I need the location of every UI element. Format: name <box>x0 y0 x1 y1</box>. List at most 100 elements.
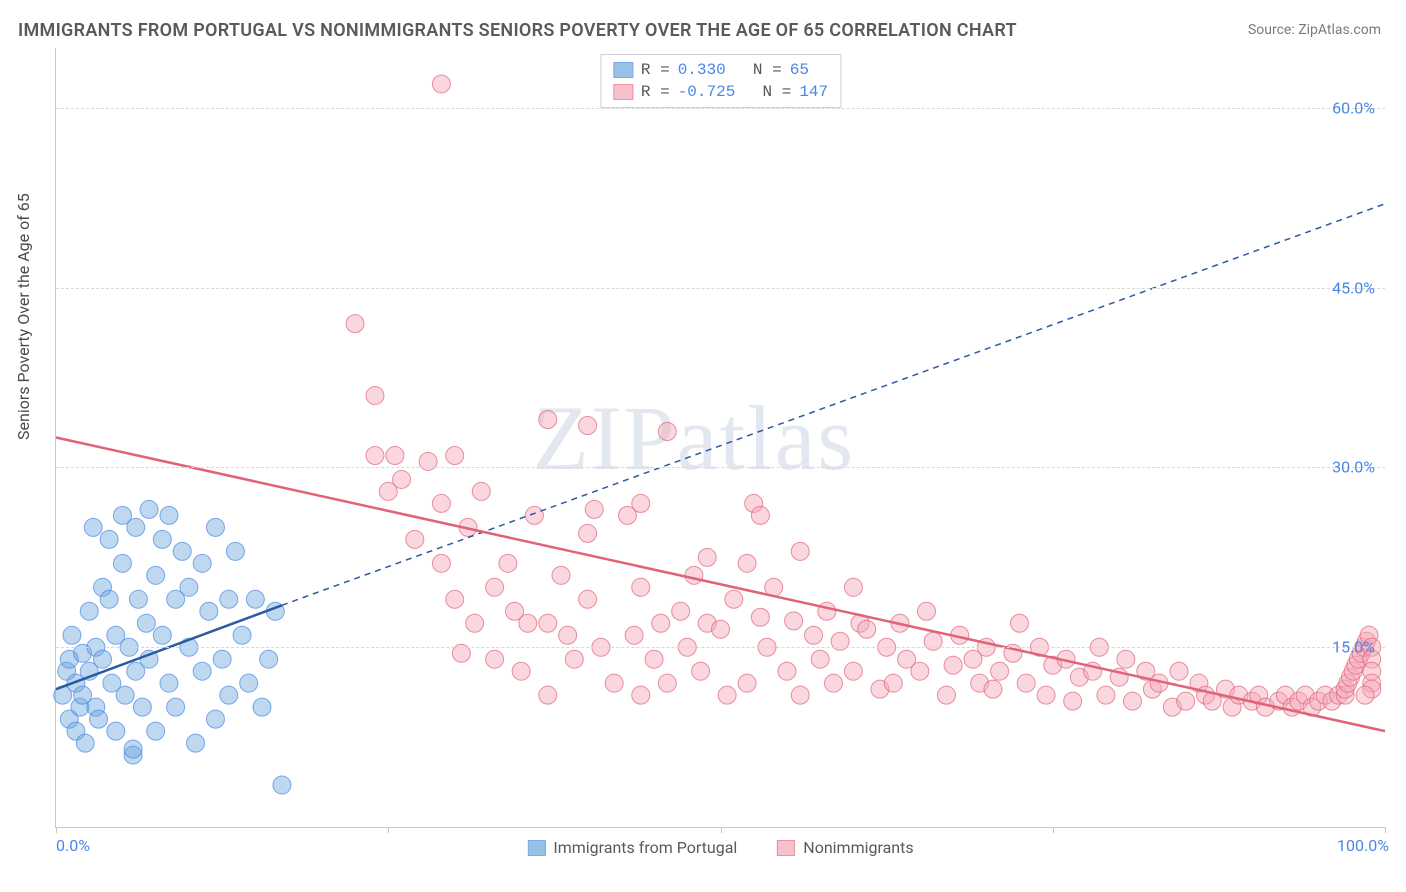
scatter-point <box>90 710 108 728</box>
scatter-point <box>944 656 962 674</box>
scatter-point <box>386 446 404 464</box>
scatter-point <box>432 554 450 572</box>
scatter-point <box>116 686 134 704</box>
scatter-point <box>472 482 490 500</box>
scatter-point <box>751 506 769 524</box>
scatter-point <box>645 650 663 668</box>
scatter-point <box>818 602 836 620</box>
scatter-point <box>137 614 155 632</box>
scatter-point <box>173 542 191 560</box>
scatter-point <box>100 590 118 608</box>
scatter-point <box>844 578 862 596</box>
scatter-point <box>193 554 211 572</box>
scatter-point <box>791 542 809 560</box>
correlation-legend: R = 0.330 N = 65 R = -0.725 N = 147 <box>600 54 841 108</box>
scatter-point <box>519 614 537 632</box>
scatter-point <box>658 674 676 692</box>
scatter-point <box>76 734 94 752</box>
x-tick-mark <box>388 827 389 833</box>
scatter-point <box>658 423 676 441</box>
scatter-point <box>579 524 597 542</box>
scatter-point <box>220 686 238 704</box>
legend-swatch-nonimmigrants <box>613 84 633 100</box>
scatter-point <box>991 662 1009 680</box>
x-tick-mark <box>56 827 57 833</box>
scatter-point <box>63 626 81 644</box>
scatter-point <box>193 662 211 680</box>
scatter-point <box>160 506 178 524</box>
scatter-point <box>785 612 803 630</box>
scatter-point <box>512 662 530 680</box>
legend-label-portugal: Immigrants from Portugal <box>553 838 737 857</box>
scatter-point <box>1097 686 1115 704</box>
scatter-point <box>160 674 178 692</box>
legend-r-value-nonimmigrants: -0.725 <box>678 81 736 103</box>
scatter-point <box>187 734 205 752</box>
scatter-point <box>486 578 504 596</box>
scatter-point <box>253 698 271 716</box>
scatter-point <box>539 411 557 429</box>
scatter-plot-svg <box>56 48 1385 827</box>
scatter-point <box>84 518 102 536</box>
scatter-point <box>605 674 623 692</box>
scatter-point <box>565 650 583 668</box>
scatter-point <box>1017 674 1035 692</box>
scatter-point <box>632 494 650 512</box>
scatter-point <box>1064 692 1082 710</box>
scatter-point <box>778 662 796 680</box>
scatter-point <box>844 662 862 680</box>
scatter-point <box>579 590 597 608</box>
legend-swatch-portugal-icon <box>527 840 545 856</box>
gridline <box>56 108 1385 109</box>
series-legend: Immigrants from Portugal Nonimmigrants <box>527 838 913 857</box>
scatter-point <box>652 614 670 632</box>
x-tick-label: 0.0% <box>56 836 90 855</box>
legend-row-portugal: R = 0.330 N = 65 <box>613 59 828 81</box>
scatter-point <box>346 315 364 333</box>
scatter-point <box>1123 692 1141 710</box>
scatter-point <box>698 548 716 566</box>
scatter-point <box>220 590 238 608</box>
legend-n-label: N = <box>743 81 791 103</box>
scatter-point <box>712 620 730 638</box>
scatter-point <box>911 662 929 680</box>
legend-n-label: N = <box>734 59 782 81</box>
scatter-point <box>206 710 224 728</box>
scatter-point <box>525 506 543 524</box>
scatter-point <box>432 494 450 512</box>
gridline <box>56 647 1385 648</box>
scatter-point <box>499 554 517 572</box>
chart-title: IMMIGRANTS FROM PORTUGAL VS NONIMMIGRANT… <box>18 20 1017 41</box>
scatter-point <box>100 530 118 548</box>
scatter-point <box>937 686 955 704</box>
scatter-point <box>246 590 264 608</box>
scatter-point <box>133 698 151 716</box>
scatter-point <box>446 590 464 608</box>
scatter-point <box>685 566 703 584</box>
scatter-point <box>226 542 244 560</box>
scatter-point <box>113 554 131 572</box>
legend-r-value-portugal: 0.330 <box>678 59 726 81</box>
scatter-point <box>1356 686 1374 704</box>
scatter-point <box>366 387 384 405</box>
source-attribution: Source: ZipAtlas.com <box>1248 22 1381 38</box>
scatter-point <box>147 566 165 584</box>
scatter-point <box>824 674 842 692</box>
scatter-point <box>559 626 577 644</box>
gridline <box>56 467 1385 468</box>
scatter-point <box>129 590 147 608</box>
x-tick-mark <box>721 827 722 833</box>
scatter-point <box>273 776 291 794</box>
legend-swatch-nonimmigrants-icon <box>777 840 795 856</box>
scatter-point <box>486 650 504 668</box>
y-tick-label: 15.0% <box>1332 638 1375 657</box>
scatter-point <box>791 686 809 704</box>
scatter-point <box>917 602 935 620</box>
scatter-point <box>858 620 876 638</box>
scatter-point <box>738 554 756 572</box>
x-tick-mark <box>1385 827 1386 833</box>
scatter-point <box>432 75 450 93</box>
scatter-point <box>884 674 902 692</box>
scatter-point <box>585 500 603 518</box>
legend-swatch-portugal <box>613 62 633 78</box>
